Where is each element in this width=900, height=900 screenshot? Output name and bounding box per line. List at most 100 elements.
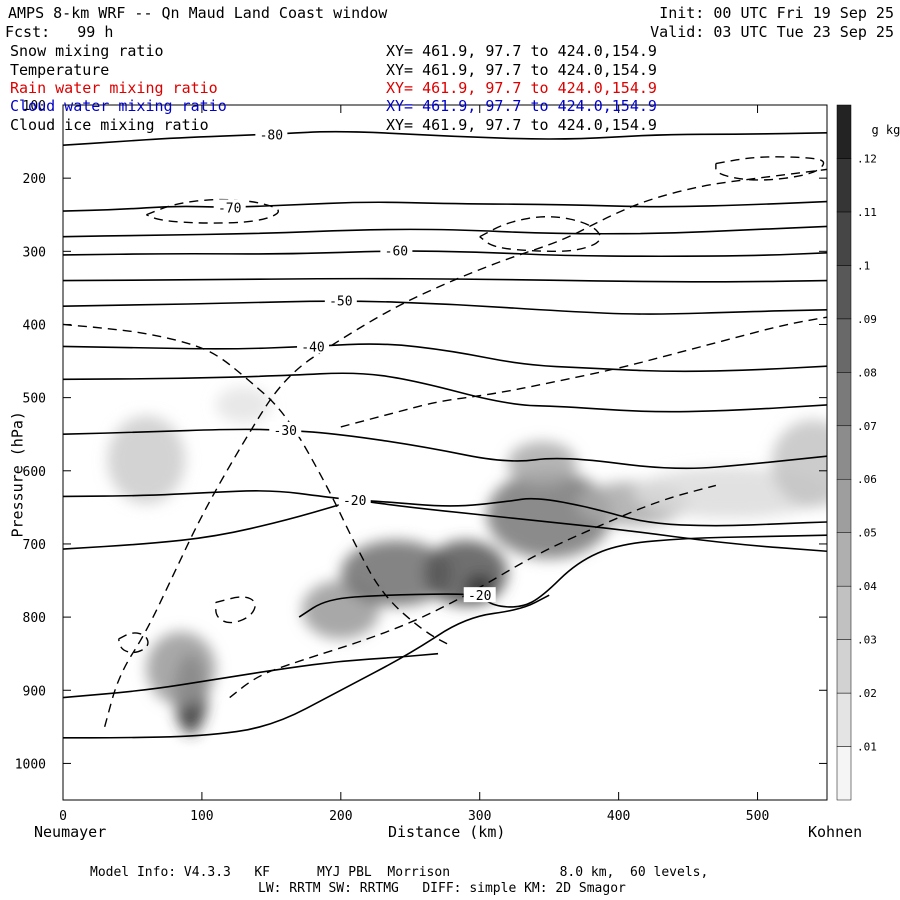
colorbar-tick-label-2: .03: [857, 634, 877, 647]
temperature-label-0: -80: [260, 128, 283, 143]
temperature-contour-10: [63, 497, 827, 550]
colorbar-tick-label-5: .06: [857, 473, 877, 486]
plot-frame: [62, 104, 828, 801]
y-tick-label-600: 600: [23, 465, 46, 480]
colorbar-box-9: [836, 265, 852, 320]
field-xy-rain: XY= 461.9, 97.7 to 424.0,154.9: [386, 79, 657, 97]
ice-contour-5: [479, 216, 601, 253]
colorbar-tick-label-10: .11: [857, 206, 877, 219]
x-tick-label-500: 500: [746, 809, 769, 824]
y-tick-label-800: 800: [23, 611, 46, 626]
valid-time: Valid: 03 UTC Tue 23 Sep 25: [650, 23, 894, 41]
y-tick-label-200: 200: [23, 172, 46, 187]
colorbar-box-2: [836, 639, 852, 694]
colorbar-box-5: [836, 478, 852, 533]
snow-region-11: [107, 415, 186, 504]
temperature-label-bg-10: [338, 492, 371, 508]
y-tick-label-500: 500: [23, 392, 46, 407]
model-info-line1: Model Info: V4.3.3 KF MYJ PBL Morrison 8…: [90, 865, 709, 880]
snow-region-7: [507, 441, 577, 486]
temperature-label-8: -30: [274, 424, 297, 439]
temperature-label-bg-3: [380, 242, 413, 258]
x-tick-label-0: 0: [59, 809, 67, 824]
y-tick-label-900: 900: [23, 684, 46, 699]
model-info-line2: LW: RRTM SW: RRTMG DIFF: simple KM: 2D S…: [258, 881, 626, 896]
y-tick-label-300: 300: [23, 245, 46, 260]
colorbar-tick-label-1: .02: [857, 687, 877, 700]
temperature-label-3: -60: [385, 245, 408, 260]
ice-contour-7: [215, 596, 256, 624]
colorbar-box-11: [836, 158, 852, 213]
ice-contour-6: [340, 316, 827, 428]
x-tick-label-200: 200: [329, 809, 352, 824]
temperature-label-5: -50: [329, 294, 352, 309]
colorbar-box-0: [836, 746, 852, 801]
field-xy-snow: XY= 461.9, 97.7 to 424.0,154.9: [386, 42, 657, 60]
temperature-label-11: -20: [468, 589, 491, 604]
snow-region-1: [146, 631, 216, 705]
temperature-label-bg-5: [324, 292, 357, 308]
colorbar-tick-label-9: .1: [857, 259, 870, 272]
temperature-label-bg-11: [463, 587, 496, 603]
x-tick-label-400: 400: [607, 809, 630, 824]
init-time: Init: 00 UTC Fri 19 Sep 25: [659, 4, 894, 22]
temperature-contour-13: [63, 652, 439, 699]
colorbar-box-8: [836, 318, 852, 373]
x-axis-ticks: 0 100 200 300 400 500: [59, 105, 769, 824]
colorbar-tick-label-7: .08: [857, 366, 877, 379]
temperature-label-10: -20: [343, 494, 366, 509]
y-tick-label-1000: 1000: [15, 757, 46, 772]
colorbar-box-1: [836, 692, 852, 747]
x-right-station-label: Kohnen: [808, 823, 863, 841]
temperature-contour-0: [63, 130, 827, 147]
x-left-station-label: Neumayer: [34, 823, 107, 841]
temperature-contour-1: [63, 200, 827, 212]
temperature-label-6: -40: [301, 340, 324, 355]
x-tick-label-300: 300: [468, 809, 491, 824]
temperature-contour-11: [298, 534, 827, 618]
y-tick-label-400: 400: [23, 318, 46, 333]
field-xy-cloud-ice: XY= 461.9, 97.7 to 424.0,154.9: [386, 116, 657, 134]
temperature-contour-12: [63, 594, 550, 739]
temperature-contour-7: [63, 372, 827, 413]
temperature-contour-2: [63, 225, 827, 238]
snow-region-3: [340, 540, 452, 607]
temperature-label-bg-0: [255, 126, 288, 142]
field-label-temperature: Temperature: [10, 61, 110, 79]
field-label-snow: Snow mixing ratio: [10, 42, 164, 60]
temperature-contour-9: [63, 490, 827, 553]
colorbar-box-6: [836, 425, 852, 480]
colorbar-box-10: [836, 211, 852, 266]
field-xy-cloud-water: XY= 461.9, 97.7 to 424.0,154.9: [386, 97, 657, 115]
x-tick-label-100: 100: [190, 809, 213, 824]
field-label-cloud-ice: Cloud ice mixing ratio: [10, 116, 209, 134]
field-xy-temperature: XY= 461.9, 97.7 to 424.0,154.9: [386, 61, 657, 79]
colorbar-box-7: [836, 372, 852, 427]
colorbar-tick-label-4: .05: [857, 527, 877, 540]
colorbar: .01 .02 .03 .04 .05 .06 .07 .08 .09 .1 .11 .12: [836, 104, 877, 801]
y-axis-ticks: 100 200 300 400 500 600 700 800 900 1000: [15, 99, 827, 772]
colorbar-tick-label-3: .04: [857, 580, 877, 593]
colorbar-unit-text: g kg: [871, 123, 900, 137]
colorbar-box-3: [836, 585, 852, 640]
y-tick-label-700: 700: [23, 538, 46, 553]
temperature-contour-3: [63, 250, 827, 258]
colorbar-tick-label-8: .09: [857, 313, 877, 326]
temperature-label-bg-1: [213, 199, 246, 215]
colorbar-tick-label-0: .01: [857, 741, 877, 754]
ice-contour-4: [715, 156, 825, 181]
colorbar-box-4: [836, 532, 852, 587]
y-axis-label: Pressure (hPa): [8, 411, 27, 538]
temperature-contours: -80 -70 -60 -50 -40 -30 -20 -20: [63, 126, 827, 739]
temperature-label-1: -70: [218, 201, 241, 216]
temperature-contour-5: [63, 300, 827, 315]
temperature-contour-8: [63, 428, 827, 470]
snow-region-6: [486, 470, 612, 559]
ice-contour-8: [117, 632, 149, 654]
chart-title: AMPS 8-km WRF -- Qn Maud Land Coast wind…: [8, 4, 388, 22]
colorbar-unit: g kg-1: [857, 101, 900, 139]
y-tick-label-100: 100: [23, 99, 46, 114]
field-label-cloud-water: Cloud water mixing ratio: [10, 97, 227, 115]
temperature-label-bg-8: [269, 421, 302, 437]
